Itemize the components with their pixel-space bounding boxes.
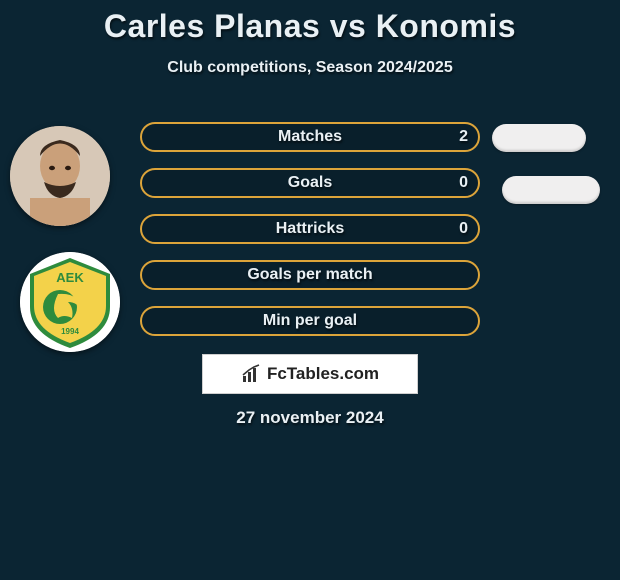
date-text: 27 november 2024 [0,408,620,428]
player-avatar [10,126,110,226]
stat-pill-goals-right [502,176,600,204]
stat-label: Hattricks [276,220,344,238]
stat-value-left: 2 [459,128,468,146]
stat-row-gpm: Goals per match [140,260,480,290]
chart-icon [241,364,261,384]
stat-value-left: 0 [459,174,468,192]
svg-text:1994: 1994 [61,327,79,336]
stat-label: Matches [278,128,342,146]
stat-label: Goals [288,174,332,192]
source-logo: FcTables.com [202,354,418,394]
stat-label: Min per goal [263,312,357,330]
stat-row-hattricks: Hattricks 0 [140,214,480,244]
subtitle: Club competitions, Season 2024/2025 [0,59,620,77]
stat-label: Goals per match [247,266,372,284]
stats-rows: Matches 2 Goals 0 Hattricks 0 Goals per … [140,122,480,352]
svg-text:AEK: AEK [56,270,84,285]
stat-row-goals: Goals 0 [140,168,480,198]
stat-row-mpg: Min per goal [140,306,480,336]
stat-row-matches: Matches 2 [140,122,480,152]
source-logo-text: FcTables.com [267,364,379,384]
club-badge: AEK 1994 [20,252,120,352]
stat-value-left: 0 [459,220,468,238]
stat-pill-matches-right [492,124,586,152]
page-title: Carles Planas vs Konomis [0,0,620,45]
